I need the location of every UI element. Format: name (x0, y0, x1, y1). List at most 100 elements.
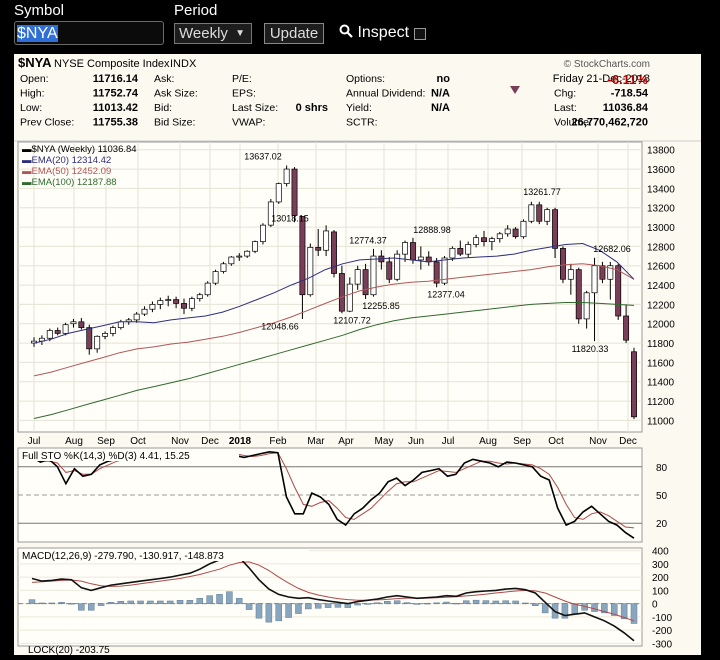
y-tick-label: 13800 (647, 146, 675, 157)
candle (465, 244, 472, 255)
macd-histogram-bar (157, 600, 164, 604)
candle (402, 242, 409, 255)
x-tick-label: Mar (307, 436, 325, 447)
plot-frame (17, 141, 643, 433)
candle (394, 253, 401, 280)
macd-histogram-bar (492, 600, 500, 604)
macd-histogram-bar (275, 603, 282, 622)
x-tick-label: Aug (479, 436, 497, 447)
inspect-toggle[interactable]: Inspect (339, 24, 409, 42)
candle (212, 271, 219, 284)
candle (346, 283, 353, 312)
candle (607, 265, 614, 280)
macd-histogram-bar (482, 600, 490, 604)
macd-histogram-bar (245, 603, 253, 610)
quote-label: Volume: (554, 117, 592, 129)
candle (575, 269, 582, 320)
quote-value: no (437, 73, 451, 85)
candle (536, 204, 543, 222)
ema-line-ema20 (33, 242, 635, 344)
quote-value: 26,770,462,720 (572, 117, 648, 129)
candle (409, 242, 416, 261)
x-tick-label: Feb (269, 436, 287, 447)
quote-value: -6.11% (608, 72, 649, 87)
y-tick-label: 11800 (647, 339, 675, 350)
y-tick-label: 11000 (647, 416, 675, 427)
candle (267, 201, 274, 226)
quote-value: 11013.42 (93, 102, 138, 114)
bottom-panel-label: LOCK(20) -203.75 (28, 645, 110, 655)
y-tick-label: 80 (656, 463, 668, 474)
x-tick-label: Dec (201, 436, 219, 447)
price-annotation: 12682.06 (593, 244, 631, 254)
macd-histogram-bar (78, 603, 85, 611)
price-annotation: 11820.33 (572, 344, 609, 354)
macd-histogram-bar (630, 603, 638, 624)
macd-line (31, 561, 635, 622)
price-annotation: 12048.66 (261, 322, 299, 332)
candle (323, 230, 330, 251)
macd-histogram-bar (216, 594, 223, 604)
index-name: NYSE Composite Index (54, 58, 170, 70)
candle (567, 269, 574, 280)
candle (196, 294, 203, 299)
macd-histogram-bar (127, 600, 134, 604)
x-tick-label: Jul (28, 436, 41, 447)
macd-histogram-bar (226, 591, 233, 604)
watermark: © StockCharts.com (564, 59, 650, 70)
period-value: Weekly (179, 25, 228, 42)
candle (102, 333, 109, 337)
symbol-label: Symbol (14, 2, 65, 19)
macd-histogram-bar (314, 603, 322, 609)
macd-histogram-bar (522, 602, 529, 605)
inspect-checkbox[interactable] (414, 28, 426, 40)
x-tick-label: Jul (442, 436, 455, 447)
macd-histogram-bar (472, 599, 480, 604)
y-tick-label: 13600 (647, 165, 675, 176)
quote-value: 11716.14 (93, 73, 139, 85)
macd-histogram-bar (87, 603, 95, 611)
candle (86, 327, 93, 350)
symbol-input[interactable]: $NYA (14, 21, 164, 45)
candle (46, 330, 53, 339)
macd-histogram-bar (107, 602, 115, 604)
candle (236, 255, 243, 258)
candle (331, 231, 337, 274)
candle (623, 315, 630, 341)
macd-histogram-bar (324, 603, 332, 608)
macd-histogram-bar (334, 603, 342, 608)
search-icon (339, 24, 353, 38)
y-tick-label: 12200 (647, 300, 675, 311)
price-annotation: 13018.15 (271, 213, 309, 223)
ema-line-ema100 (33, 302, 635, 419)
macd-panel: 400 300 200 100 0 -100 -200 -300 MACD(12,26,9) -… (17, 547, 672, 650)
macd-histogram-bar (453, 602, 460, 605)
y-tick-label: -200 (652, 626, 672, 637)
candle (473, 237, 480, 245)
y-tick-label: 13400 (647, 184, 675, 195)
x-tick-label: Dec (619, 436, 637, 447)
price-annotation: 13261.77 (523, 187, 561, 197)
quote-label: Bid Size: (154, 117, 195, 129)
candle (173, 299, 180, 304)
macd-histogram-bar (137, 600, 144, 604)
exchange: INDX (170, 58, 197, 70)
update-button[interactable]: Update (264, 23, 324, 44)
candle (165, 299, 172, 301)
candle (362, 269, 369, 296)
quote-value: -718.54 (611, 88, 649, 100)
ticker: $NYA (18, 55, 52, 70)
macd-histogram-bar (265, 603, 273, 623)
candle (109, 327, 116, 334)
macd-histogram-bar (28, 599, 36, 604)
macd-histogram-bar (512, 600, 519, 604)
candle (307, 247, 314, 296)
macd-histogram-bar (255, 603, 263, 619)
macd-histogram-bar (235, 598, 243, 604)
candle (433, 261, 440, 284)
y-tick-label: 400 (652, 547, 669, 558)
price-annotation: 12255.85 (362, 301, 400, 311)
period-select[interactable]: Weekly ▼ (174, 23, 252, 44)
candle (62, 324, 69, 334)
x-tick-label: Jun (408, 436, 424, 447)
